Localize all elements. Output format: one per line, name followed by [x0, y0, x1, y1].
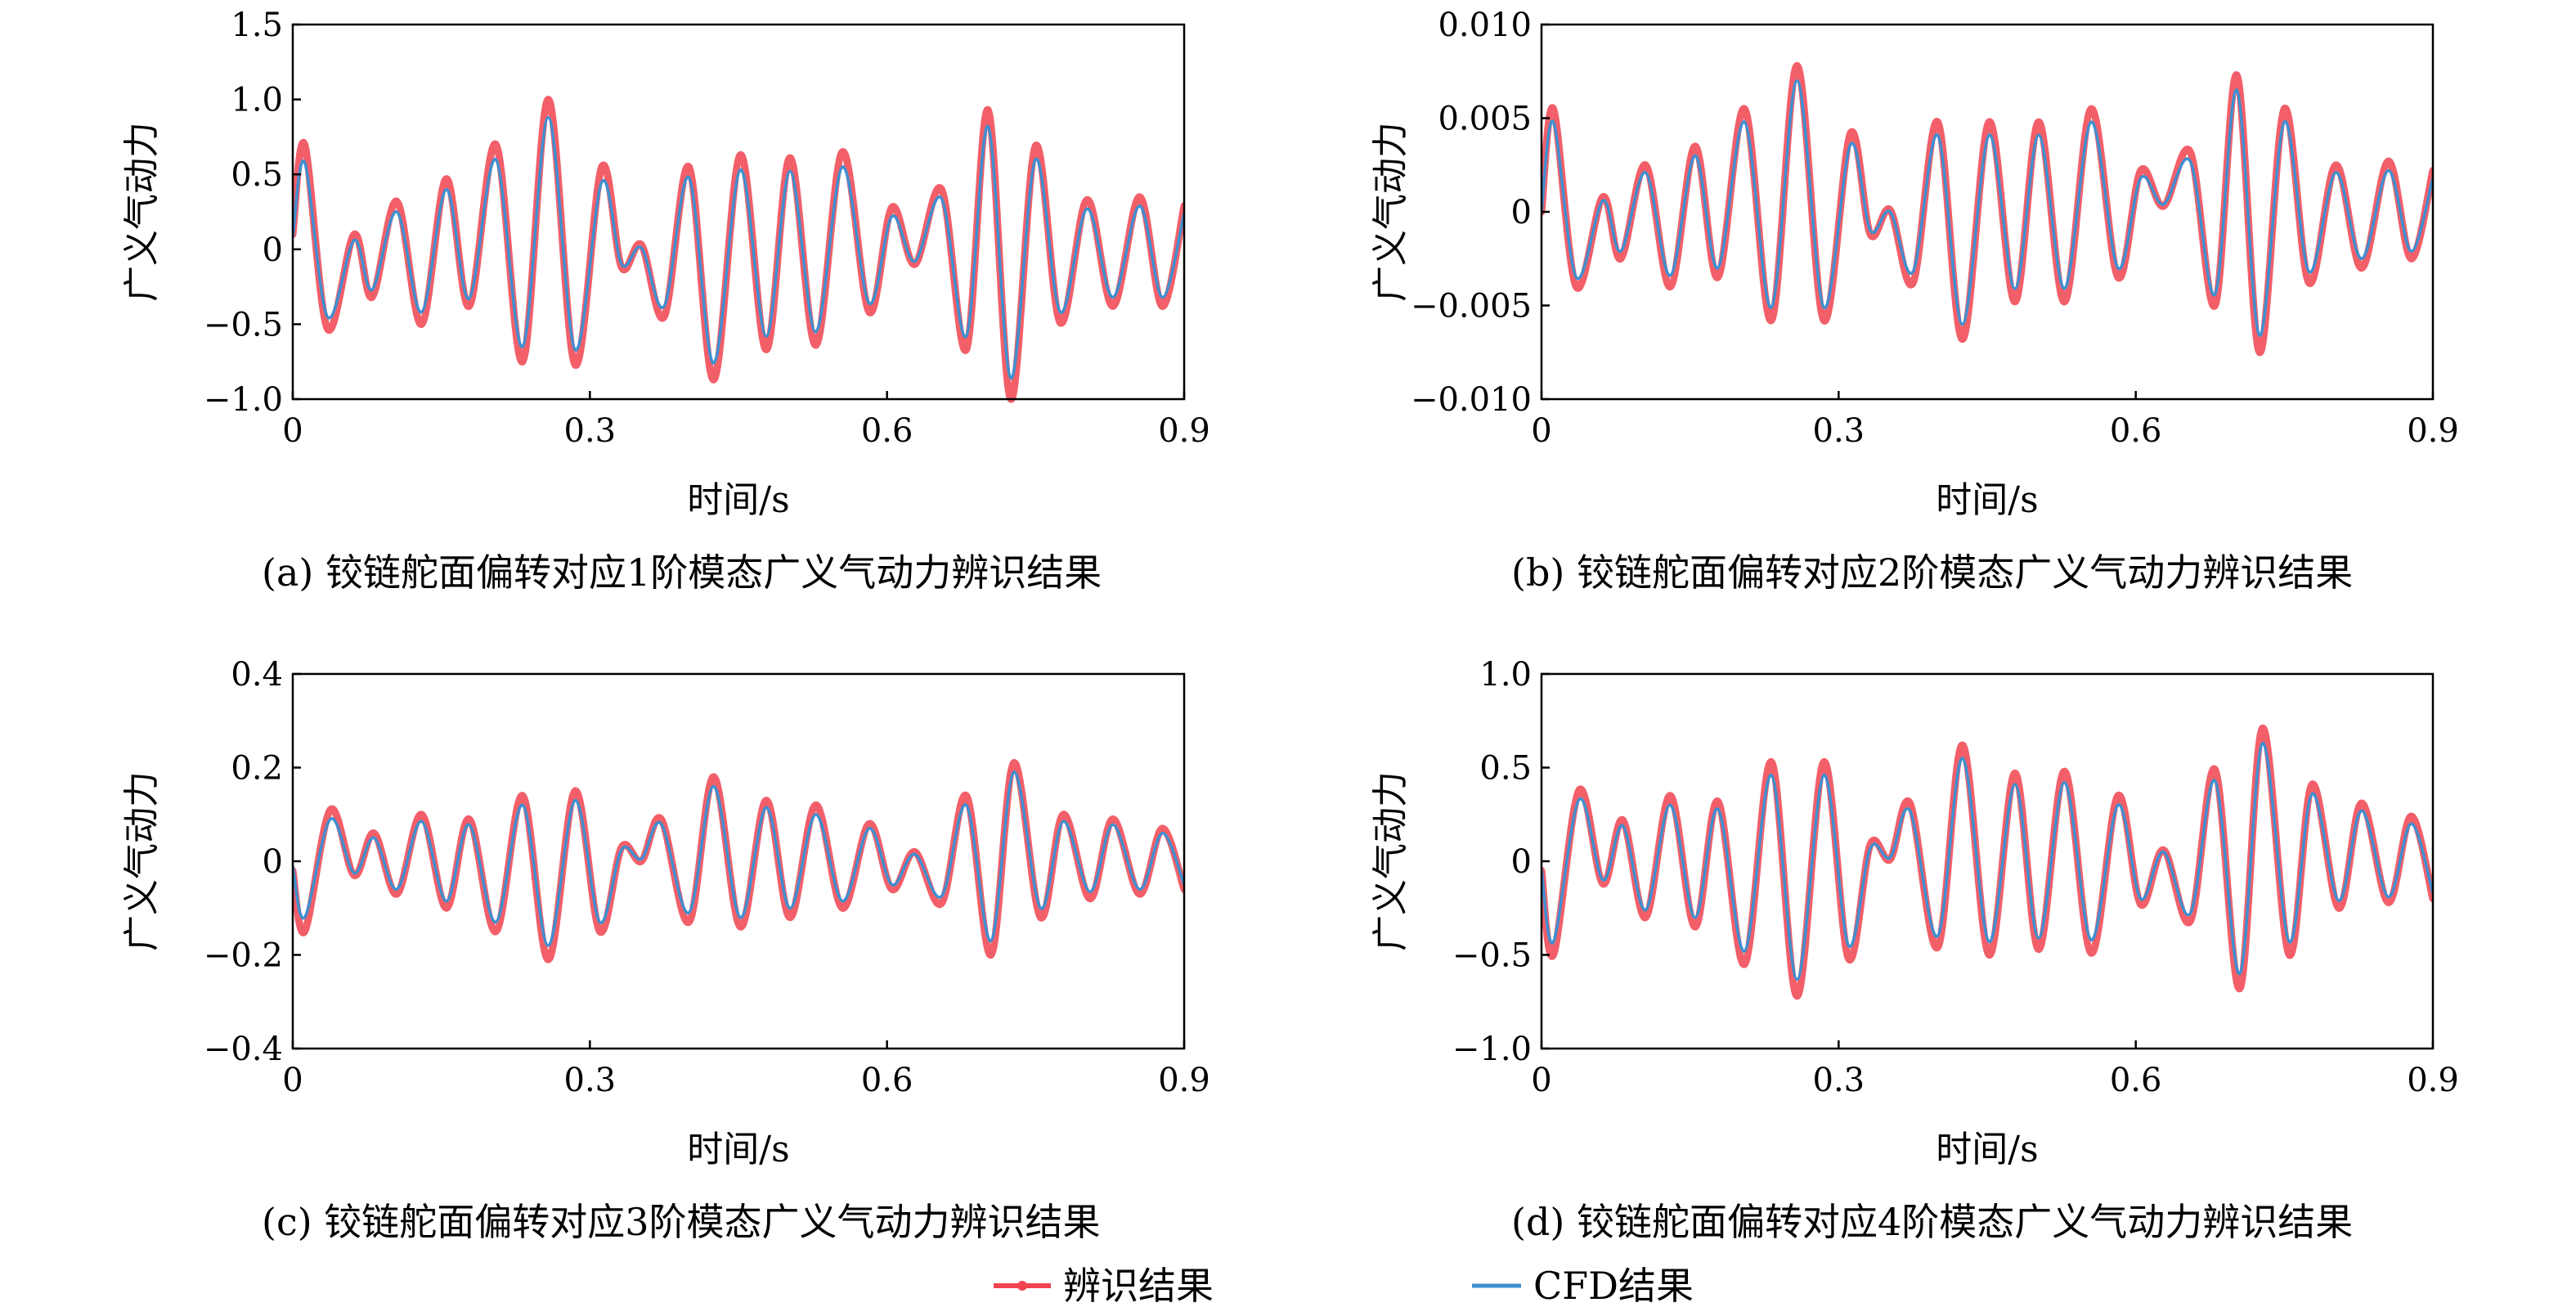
y-tick-label: 0.4: [231, 656, 283, 694]
x-tick-label: 0.6: [861, 412, 913, 450]
chart-caption: (c) 铰链舵面偏转对应3阶模态广义气动力辨识结果: [262, 1200, 1101, 1244]
x-axis-label: 时间/s: [1936, 1129, 2038, 1170]
x-axis-label: 时间/s: [1936, 479, 2038, 521]
x-tick-label: 0.6: [2110, 1062, 2162, 1099]
x-tick-label: 0.3: [564, 1062, 617, 1099]
series-line-identified: [1542, 724, 2433, 1000]
x-tick-label: 0.9: [1158, 412, 1210, 450]
y-axis-label: 广义气动力: [1370, 771, 1411, 951]
series-group: [293, 759, 1184, 963]
y-tick-label: 1.0: [231, 82, 283, 119]
plot-frame: [291, 23, 1186, 401]
chart-panel-2: 0 0.3 0.6 0.9 −0.010 −0.005 0 0.005 0.010 时间/s 广义气…: [1370, 7, 2459, 595]
y-tick-label: 0: [263, 843, 283, 881]
series-line-cfd: [1542, 741, 2433, 981]
series-line-cfd: [293, 770, 1184, 947]
x-tick-label: 0.6: [2110, 412, 2162, 450]
y-tick-label: −0.010: [1411, 381, 1532, 419]
x-tick-label: 0: [282, 1062, 303, 1099]
y-tick-label: −0.005: [1411, 288, 1532, 326]
y-tick-label: 1.0: [1479, 656, 1532, 694]
series-group: [1542, 724, 2433, 1000]
x-tick-label: 0.3: [564, 412, 617, 450]
x-tick-label: 0.3: [1813, 1062, 1865, 1099]
legend-marker-identified: [1017, 1281, 1027, 1291]
y-tick-label: 0: [1511, 843, 1532, 881]
chart-caption: (d) 铰链舵面偏转对应4阶模态广义气动力辨识结果: [1511, 1200, 2353, 1244]
y-tick-label: 0.2: [231, 750, 283, 788]
chart-panel-4: 0 0.3 0.6 0.9 −1.0 −0.5 0 0.5 1.0 时间/s 广义气动力 (d) 铰链…: [1370, 656, 2459, 1244]
x-tick-label: 0: [1531, 1062, 1551, 1099]
y-tick-label: 0: [263, 231, 283, 269]
y-tick-label: −0.5: [1452, 937, 1532, 975]
y-tick-label: −0.5: [204, 306, 283, 344]
series-group: [1542, 61, 2433, 357]
x-tick-label: 0.9: [2407, 1062, 2459, 1099]
y-tick-label: 1.5: [231, 7, 283, 44]
x-tick-label: 0.6: [861, 1062, 913, 1099]
chart-panels: 0 0.3 0.6 0.9 −1.0 −0.5 0 0.5 1.0 1.5 时间/s 广义气动力 (a)…: [121, 7, 2459, 1244]
chart-caption: (a) 铰链舵面偏转对应1阶模态广义气动力辨识结果: [262, 550, 1102, 595]
x-tick-label: 0.9: [2407, 412, 2459, 450]
series-line-cfd: [293, 115, 1184, 380]
y-tick-label: 0.010: [1438, 7, 1532, 44]
series-line-identified: [293, 759, 1184, 963]
x-tick-label: 0: [282, 412, 303, 450]
y-tick-label: −0.2: [204, 937, 283, 975]
y-tick-label: −1.0: [1452, 1031, 1532, 1068]
y-tick-label: 0: [1511, 194, 1532, 231]
legend-label-identified: 辨识结果: [1063, 1264, 1214, 1308]
x-axis-label: 时间/s: [687, 1129, 789, 1170]
x-axis-label: 时间/s: [687, 479, 789, 521]
x-tick-label: 0.9: [1158, 1062, 1210, 1099]
y-tick-label: 0.5: [231, 156, 283, 194]
y-axis-label: 广义气动力: [121, 771, 163, 951]
chart-caption: (b) 铰链舵面偏转对应2阶模态广义气动力辨识结果: [1511, 550, 2353, 595]
y-tick-label: −0.4: [204, 1031, 283, 1068]
y-tick-label: −1.0: [204, 381, 283, 419]
series-line-cfd: [1542, 79, 2433, 337]
y-axis-label: 广义气动力: [1370, 122, 1411, 302]
series-group: [293, 96, 1184, 403]
chart-panel-3: 0 0.3 0.6 0.9 −0.4 −0.2 0 0.2 0.4 时间/s 广义气动力 (c) 铰链…: [121, 656, 1210, 1244]
y-axis-label: 广义气动力: [121, 122, 163, 302]
legend-label-cfd: CFD结果: [1533, 1264, 1694, 1308]
legend: 辨识结果 CFD结果: [994, 1264, 1694, 1308]
chart-panel-1: 0 0.3 0.6 0.9 −1.0 −0.5 0 0.5 1.0 1.5 时间/s 广义气动力 (a)…: [121, 7, 1210, 595]
x-tick-label: 0.3: [1813, 412, 1865, 450]
y-tick-label: 0.5: [1479, 750, 1532, 788]
y-tick-label: 0.005: [1438, 101, 1532, 138]
x-tick-label: 0: [1531, 412, 1551, 450]
